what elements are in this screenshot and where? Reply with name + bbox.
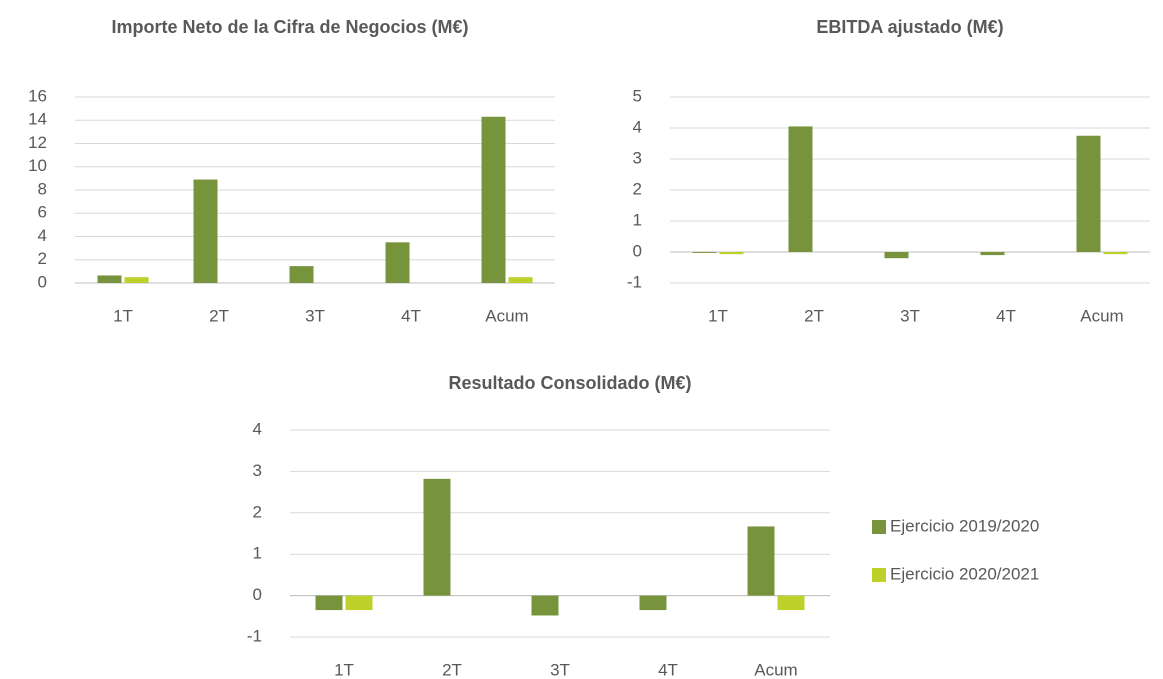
bar	[345, 595, 373, 611]
y-tick-label: 6	[38, 203, 47, 222]
legend-swatch	[872, 520, 886, 534]
y-tick-label: 0	[253, 585, 262, 604]
bar	[1076, 135, 1101, 252]
bar	[747, 526, 775, 596]
bar	[692, 252, 717, 253]
y-tick-label: 5	[633, 86, 642, 105]
x-tick-label: 2T	[804, 306, 824, 325]
x-tick-label: 2T	[442, 660, 462, 679]
y-tick-label: 2	[38, 249, 47, 268]
bar	[531, 595, 559, 616]
y-tick-label: 2	[633, 179, 642, 198]
bar	[423, 478, 451, 596]
x-tick-label: 2T	[209, 306, 229, 325]
chart-title: EBITDA ajustado (M€)	[816, 17, 1004, 37]
y-tick-label: -1	[247, 626, 262, 645]
x-tick-label: Acum	[485, 306, 528, 325]
y-tick-label: 4	[253, 419, 262, 438]
y-tick-label: 3	[633, 148, 642, 167]
chart-title: Resultado Consolidado (M€)	[448, 373, 692, 393]
chart-title: Importe Neto de la Cifra de Negocios (M€…	[111, 17, 469, 37]
x-tick-label: 4T	[401, 306, 421, 325]
bar	[193, 179, 218, 283]
legend-label: Ejercicio 2020/2021	[890, 564, 1039, 583]
bar	[719, 252, 744, 255]
bar	[385, 242, 410, 283]
x-tick-label: 1T	[113, 306, 133, 325]
y-tick-label: 1	[633, 210, 642, 229]
bar	[508, 277, 533, 283]
bar	[315, 595, 343, 611]
legend-label: Ejercicio 2019/2020	[890, 516, 1039, 535]
bar	[884, 252, 909, 259]
y-tick-label: 0	[633, 241, 642, 260]
x-tick-label: 4T	[996, 306, 1016, 325]
y-tick-label: 8	[38, 179, 47, 198]
bar	[97, 275, 122, 283]
y-tick-label: 4	[633, 117, 642, 136]
bar	[639, 595, 667, 611]
y-tick-label: 14	[28, 110, 47, 129]
bar	[777, 595, 805, 611]
y-tick-label: 10	[28, 156, 47, 175]
x-tick-label: 3T	[900, 306, 920, 325]
y-tick-label: 3	[253, 461, 262, 480]
x-tick-label: Acum	[754, 660, 797, 679]
x-tick-label: Acum	[1080, 306, 1123, 325]
y-tick-label: 12	[28, 133, 47, 152]
legend-swatch	[872, 568, 886, 582]
x-tick-label: 1T	[334, 660, 354, 679]
bar	[124, 277, 149, 283]
x-tick-label: 3T	[550, 660, 570, 679]
y-tick-label: 0	[38, 272, 47, 291]
x-tick-label: 3T	[305, 306, 325, 325]
bar	[788, 126, 813, 252]
y-tick-label: -1	[627, 272, 642, 291]
x-tick-label: 4T	[658, 660, 678, 679]
y-tick-label: 16	[28, 86, 47, 105]
y-tick-label: 1	[253, 544, 262, 563]
y-tick-label: 4	[38, 226, 47, 245]
x-tick-label: 1T	[708, 306, 728, 325]
bar	[481, 116, 506, 283]
y-tick-label: 2	[253, 502, 262, 521]
bar	[289, 266, 314, 283]
bar	[1103, 252, 1128, 255]
bar	[980, 252, 1005, 256]
